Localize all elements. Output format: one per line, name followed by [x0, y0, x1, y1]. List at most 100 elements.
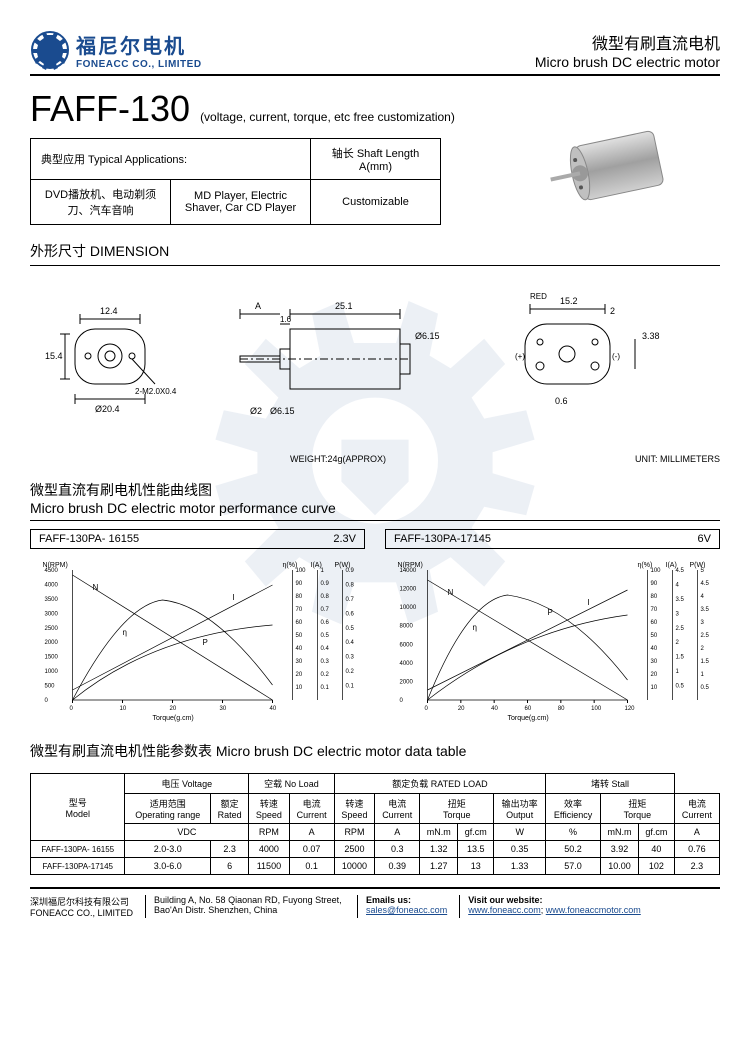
svg-text:η: η [473, 623, 477, 632]
svg-text:4: 4 [676, 582, 680, 588]
svg-text:1: 1 [321, 568, 325, 574]
app-cn: DVD播放机、电动剃须刀、汽车音响 [31, 180, 171, 225]
shaft-value: Customizable [311, 180, 441, 225]
dim-weight: WEIGHT:24g(APPROX) [290, 454, 386, 464]
svg-text:P: P [548, 608, 553, 617]
svg-text:0.2: 0.2 [346, 669, 355, 675]
product-model: FAFF-130 [30, 88, 190, 130]
svg-text:10: 10 [120, 706, 127, 712]
svg-text:40: 40 [651, 646, 658, 652]
svg-text:0.9: 0.9 [346, 568, 355, 574]
svg-text:10000: 10000 [400, 605, 417, 611]
dim-front-view: 12.4 15.4 Ø20.4 2-M2.0X0.4 [40, 284, 180, 424]
web-link-1[interactable]: www.foneacc.com [468, 905, 541, 915]
svg-text:10: 10 [651, 685, 658, 691]
svg-text:0.4: 0.4 [346, 640, 355, 646]
table-row: FAFF-130PA-171453.0-6.06115000.1100000.3… [31, 858, 720, 875]
svg-text:I: I [233, 593, 235, 602]
svg-text:2000: 2000 [45, 640, 59, 646]
svg-text:70: 70 [296, 607, 303, 613]
svg-text:100: 100 [296, 568, 307, 574]
svg-text:0.6: 0.6 [555, 396, 568, 406]
dimension-title: 外形尺寸 DIMENSION [30, 237, 720, 266]
svg-text:2: 2 [610, 306, 615, 316]
applications-table: 典型应用 Typical Applications: 轴长 Shaft Leng… [30, 138, 441, 225]
svg-text:0.6: 0.6 [321, 620, 330, 626]
email-link[interactable]: sales@foneacc.com [366, 905, 447, 915]
svg-text:I: I [588, 598, 590, 607]
curve-section-title: 微型直流有刷电机性能曲线图 Micro brush DC electric mo… [30, 476, 720, 521]
page-header: 福尼尔电机 FONEACC CO., LIMITED 微型有刷直流电机 Micr… [30, 30, 720, 76]
svg-text:2: 2 [701, 646, 705, 652]
svg-text:3.5: 3.5 [676, 597, 685, 603]
web-link-2[interactable]: www.foneaccmotor.com [546, 905, 641, 915]
curve-right: N(RPM) η(%) I(A) P(W) Torque(g.cm) NI ηP… [385, 555, 720, 725]
svg-text:Ø20.4: Ø20.4 [95, 404, 120, 414]
dim-unit: UNIT: MILLIMETERS [635, 454, 720, 464]
svg-text:Ø6.15: Ø6.15 [415, 331, 440, 341]
svg-text:0.5: 0.5 [701, 685, 710, 691]
svg-text:3.5: 3.5 [701, 607, 710, 613]
svg-text:15.4: 15.4 [45, 351, 63, 361]
svg-text:500: 500 [45, 684, 56, 690]
svg-text:4000: 4000 [400, 661, 414, 667]
svg-text:3: 3 [701, 620, 705, 626]
svg-text:20: 20 [651, 672, 658, 678]
page-footer: 深圳福尼尔科技有限公司 FONEACC CO., LIMITED Buildin… [30, 887, 720, 918]
curve-left: N(RPM) η(%) I(A) P(W) Torque(g.cm) NI ηP… [30, 555, 365, 725]
svg-text:90: 90 [296, 581, 303, 587]
svg-text:1: 1 [676, 669, 680, 675]
curve-header-right: FAFF-130PA-171456V [385, 529, 720, 549]
app-en: MD Player, Electric Shaver, Car CD Playe… [171, 180, 311, 225]
svg-text:2-M2.0X0.4: 2-M2.0X0.4 [135, 387, 177, 396]
logo-text-en: FONEACC CO., LIMITED [76, 59, 202, 70]
footer-address: Building A, No. 58 Qiaonan RD, Fuyong St… [145, 895, 345, 918]
svg-text:0: 0 [70, 706, 74, 712]
svg-text:0.1: 0.1 [321, 685, 330, 691]
dim-side-view: A 25.1 1.6 Ø2 Ø6.15 Ø6.15 [210, 284, 440, 444]
svg-text:50: 50 [296, 633, 303, 639]
svg-text:30: 30 [220, 706, 227, 712]
svg-text:8000: 8000 [400, 624, 414, 630]
th-model: 型号Model [31, 774, 125, 841]
svg-text:2000: 2000 [400, 679, 414, 685]
svg-text:N: N [448, 588, 454, 597]
svg-text:0.8: 0.8 [346, 582, 355, 588]
svg-text:0.5: 0.5 [676, 684, 685, 690]
svg-text:1.5: 1.5 [701, 659, 710, 665]
svg-text:1500: 1500 [45, 655, 59, 661]
svg-text:100: 100 [651, 568, 662, 574]
svg-text:20: 20 [296, 672, 303, 678]
svg-text:2: 2 [676, 640, 680, 646]
svg-text:1: 1 [701, 672, 705, 678]
svg-text:12000: 12000 [400, 587, 417, 593]
svg-text:30: 30 [296, 659, 303, 665]
svg-text:70: 70 [651, 607, 658, 613]
logo-text-cn: 福尼尔电机 [76, 30, 202, 59]
datatable-title: 微型有刷直流电机性能参数表 Micro brush DC electric mo… [30, 737, 720, 765]
svg-text:90: 90 [651, 581, 658, 587]
svg-text:Torque(g.cm): Torque(g.cm) [153, 715, 194, 722]
svg-text:0: 0 [45, 698, 49, 704]
svg-text:12.4: 12.4 [100, 306, 118, 316]
svg-text:40: 40 [491, 706, 498, 712]
svg-text:15.2: 15.2 [560, 296, 578, 306]
svg-text:6000: 6000 [400, 642, 414, 648]
svg-text:2.5: 2.5 [676, 626, 685, 632]
svg-text:3000: 3000 [45, 611, 59, 617]
svg-text:80: 80 [651, 594, 658, 600]
svg-text:0.7: 0.7 [321, 607, 330, 613]
svg-text:80: 80 [558, 706, 565, 712]
svg-text:0.3: 0.3 [346, 655, 355, 661]
svg-text:2500: 2500 [45, 626, 59, 632]
dim-rear-view: RED 15.2 3.38 2 (+) (-) 0.6 [480, 284, 680, 424]
curve-headers: FAFF-130PA- 161552.3V FAFF-130PA-171456V [30, 529, 720, 549]
svg-text:1.5: 1.5 [676, 655, 685, 661]
svg-text:η: η [123, 628, 127, 637]
svg-text:120: 120 [625, 706, 636, 712]
svg-text:1.6: 1.6 [280, 315, 292, 324]
shaft-header: 轴长 Shaft Length A(mm) [311, 139, 441, 180]
header-title-cn: 微型有刷直流电机 [535, 30, 720, 54]
svg-text:3: 3 [676, 611, 680, 617]
svg-text:RED: RED [530, 292, 547, 301]
